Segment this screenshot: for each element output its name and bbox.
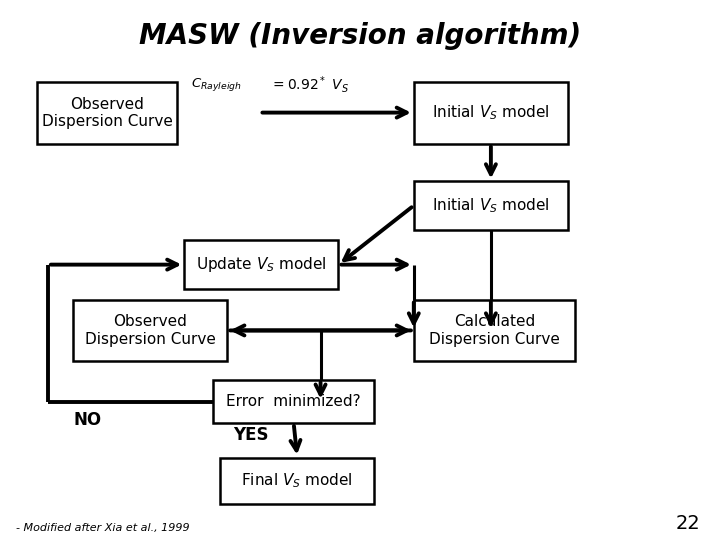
- FancyBboxPatch shape: [414, 300, 575, 361]
- Text: Initial $V_S$ model: Initial $V_S$ model: [432, 104, 549, 122]
- FancyBboxPatch shape: [220, 458, 374, 504]
- Text: Update $V_S$ model: Update $V_S$ model: [196, 255, 327, 274]
- Text: Final $V_S$ model: Final $V_S$ model: [241, 471, 353, 490]
- Text: YES: YES: [233, 426, 269, 444]
- FancyBboxPatch shape: [184, 240, 338, 289]
- Text: Calculated
Dispersion Curve: Calculated Dispersion Curve: [429, 314, 560, 347]
- Text: MASW (Inversion algorithm): MASW (Inversion algorithm): [139, 22, 581, 50]
- Text: - Modified after Xia et al., 1999: - Modified after Xia et al., 1999: [16, 523, 189, 533]
- Text: NO: NO: [73, 411, 102, 429]
- Text: $= 0.92^*\ V_S$: $= 0.92^*\ V_S$: [270, 74, 349, 95]
- Text: Observed
Dispersion Curve: Observed Dispersion Curve: [85, 314, 216, 347]
- FancyBboxPatch shape: [73, 300, 228, 361]
- FancyBboxPatch shape: [37, 82, 177, 144]
- Text: Observed
Dispersion Curve: Observed Dispersion Curve: [42, 97, 173, 129]
- FancyBboxPatch shape: [213, 380, 374, 423]
- FancyBboxPatch shape: [414, 181, 568, 229]
- Text: $C_{Rayleigh}$: $C_{Rayleigh}$: [192, 76, 243, 93]
- Text: Initial $V_S$ model: Initial $V_S$ model: [432, 196, 549, 215]
- Text: Error  minimized?: Error minimized?: [226, 394, 361, 409]
- Text: 22: 22: [676, 514, 701, 533]
- FancyBboxPatch shape: [414, 82, 568, 144]
